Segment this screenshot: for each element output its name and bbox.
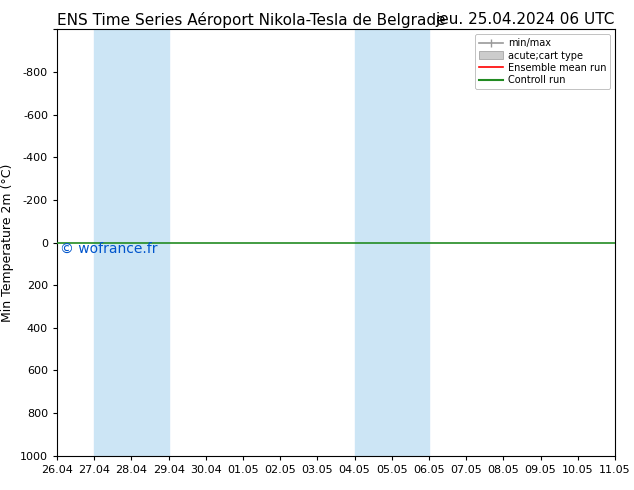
Text: jeu. 25.04.2024 06 UTC: jeu. 25.04.2024 06 UTC	[436, 12, 615, 27]
Bar	[94, 29, 169, 456]
Y-axis label: Min Temperature 2m (°C): Min Temperature 2m (°C)	[1, 163, 15, 322]
Text: ENS Time Series Aéroport Nikola-Tesla de Belgrade: ENS Time Series Aéroport Nikola-Tesla de…	[57, 12, 446, 28]
Legend: min/max, acute;cart type, Ensemble mean run, Controll run: min/max, acute;cart type, Ensemble mean …	[475, 34, 610, 89]
Text: © wofrance.fr: © wofrance.fr	[60, 242, 157, 256]
Bar	[354, 29, 429, 456]
